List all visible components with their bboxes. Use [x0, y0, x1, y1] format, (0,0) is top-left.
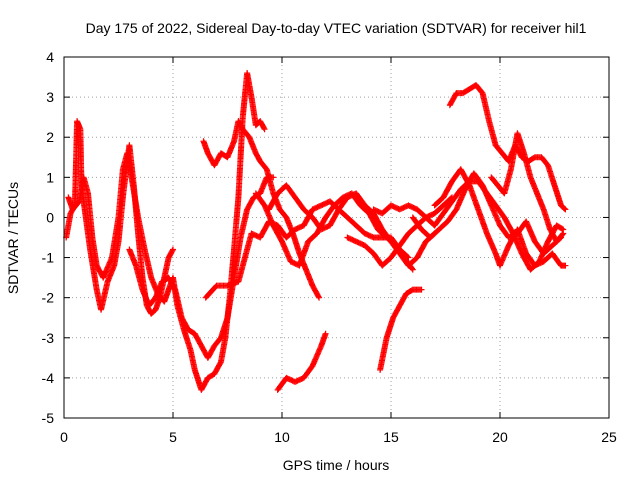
y-tick-label: 1 — [46, 169, 54, 185]
y-tick-label: -1 — [42, 250, 55, 266]
x-tick-label: 0 — [60, 429, 68, 445]
y-tick-label: -3 — [42, 330, 55, 346]
data-point-marker — [409, 266, 416, 273]
series-arc-m — [446, 82, 569, 213]
tick-labels: 0 5 10 15 20 25 -5 -4 -3 -2 -1 0 1 2 3 4 — [42, 49, 617, 445]
data-point-marker — [559, 231, 566, 238]
series-arc-h — [274, 330, 329, 393]
data-point-marker — [449, 194, 456, 201]
y-axis-label: SDTVAR / TECUs — [5, 182, 21, 294]
data-point-marker — [418, 286, 425, 293]
data-point-marker — [260, 125, 267, 132]
series-arc-o — [344, 194, 456, 269]
data-point-marker — [409, 265, 416, 272]
data-point-marker — [448, 195, 455, 202]
data-point-marker — [322, 330, 329, 337]
x-tick-label: 15 — [383, 429, 399, 445]
series-arc-l — [431, 166, 569, 269]
y-tick-label: -2 — [42, 290, 55, 306]
plot-frame — [63, 56, 610, 419]
x-tick-label: 10 — [274, 429, 290, 445]
data-point-marker — [560, 230, 567, 237]
data-point-marker — [559, 225, 566, 232]
data-point-marker — [170, 246, 176, 253]
x-tick-label: 25 — [601, 429, 617, 445]
y-tick-label: 4 — [46, 49, 54, 65]
y-tick-label: 0 — [46, 209, 54, 225]
y-tick-label: -5 — [42, 410, 55, 426]
data-point-marker — [169, 247, 176, 254]
chart-title: Day 175 of 2022, Sidereal Day-to-day VTE… — [86, 20, 587, 36]
data-points — [63, 70, 569, 393]
y-tick-label: 3 — [46, 89, 54, 105]
series-arc-k — [409, 170, 565, 257]
data-point-marker — [562, 262, 569, 269]
y-tick-label: 2 — [46, 129, 54, 145]
data-point-marker — [562, 206, 569, 213]
data-point-marker — [561, 205, 568, 212]
data-point-marker — [316, 294, 323, 301]
data-point-marker — [261, 126, 268, 133]
x-tick-label: 20 — [492, 429, 508, 445]
data-point-marker — [315, 293, 322, 300]
x-axis-label: GPS time / hours — [283, 457, 390, 473]
y-tick-label: -4 — [42, 370, 55, 386]
x-tick-label: 5 — [169, 429, 177, 445]
series-arc-i — [377, 286, 425, 373]
series-arc-n — [488, 130, 567, 245]
